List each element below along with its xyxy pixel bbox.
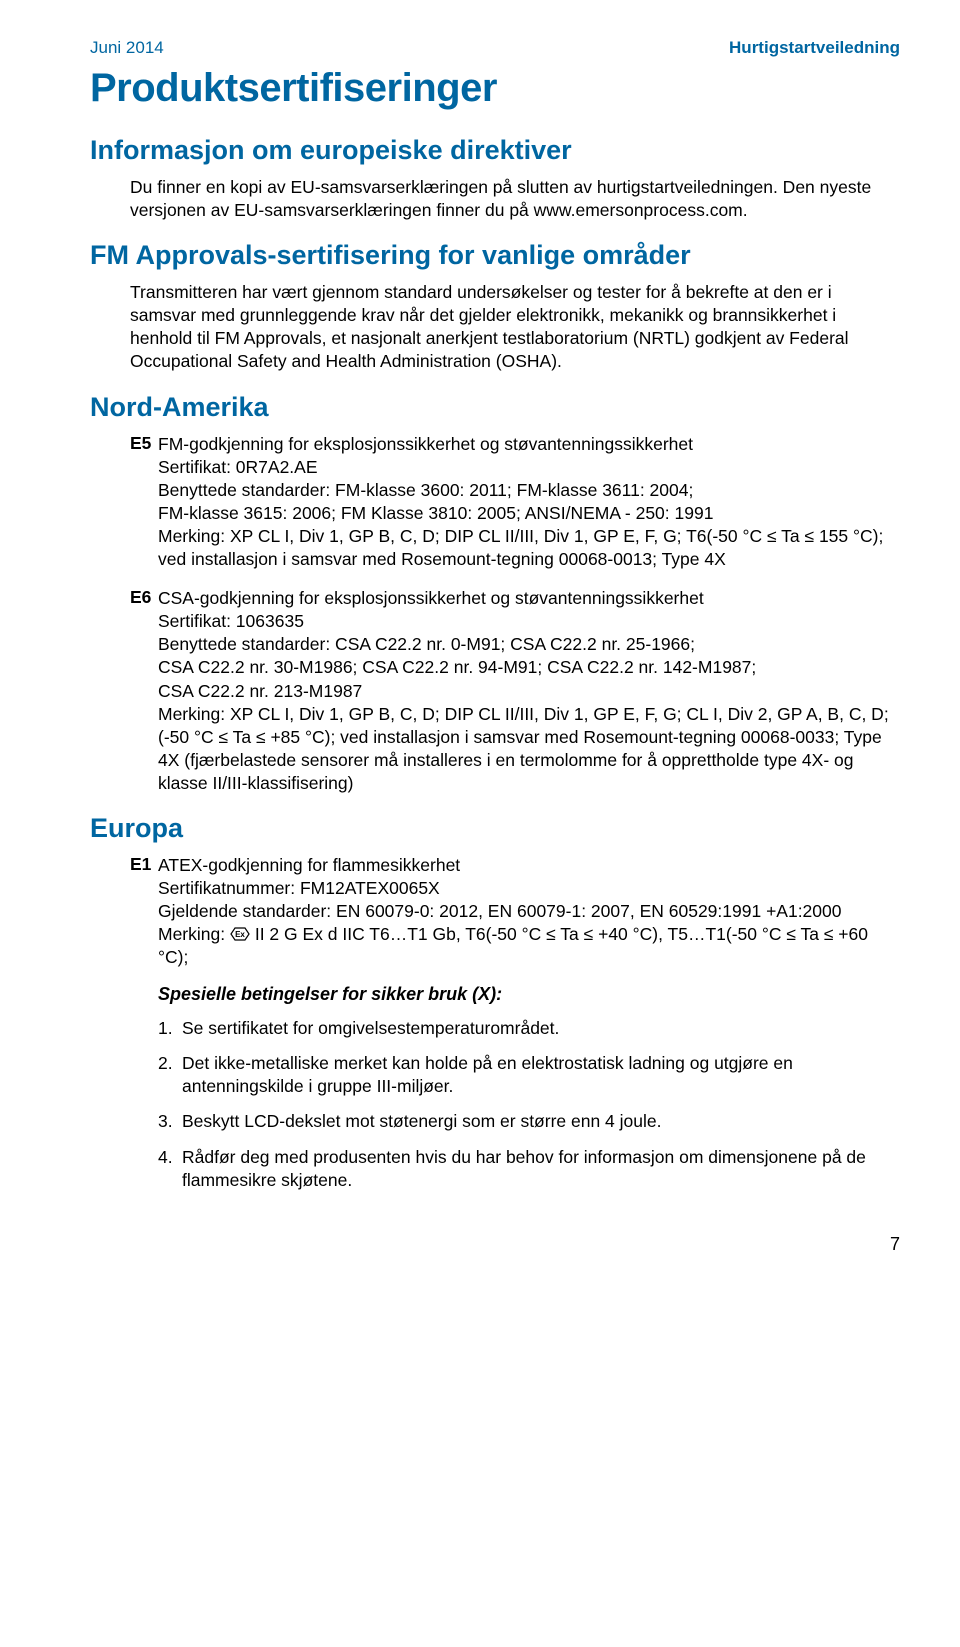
list-item: E1 ATEX-godkjenning for flammesikkerhet … [130, 854, 900, 1204]
item-number: 4. [158, 1146, 182, 1192]
item-text: Se sertifikatet for omgivelsestemperatur… [182, 1017, 559, 1040]
numbered-item: 3. Beskytt LCD-dekslet mot støtenergi so… [158, 1110, 900, 1133]
list-item-body: CSA-godkjenning for eksplosjonssikkerhet… [158, 587, 900, 795]
svg-text:Ex: Ex [235, 930, 245, 939]
item-text: Rådfør deg med produsenten hvis du har b… [182, 1146, 900, 1192]
section-info-body: Du finner en kopi av EU-samsvarserklærin… [130, 176, 900, 222]
section-fm-body: Transmitteren har vært gjennom standard … [130, 281, 900, 373]
list-item-body: FM-godkjenning for eksplosjonssikkerhet … [158, 433, 900, 572]
section-heading-eu: Europa [90, 813, 900, 844]
item-number: 1. [158, 1017, 182, 1040]
list-item-code: E5 [130, 433, 158, 572]
item-number: 2. [158, 1052, 182, 1098]
section-heading-na: Nord-Amerika [90, 392, 900, 423]
na-list: E5 FM-godkjenning for eksplosjonssikkerh… [130, 433, 900, 795]
list-item: E6 CSA-godkjenning for eksplosjonssikker… [130, 587, 900, 795]
numbered-item: 2. Det ikke-metalliske merket kan holde … [158, 1052, 900, 1098]
page-header: Juni 2014 Hurtigstartveiledning [90, 38, 900, 58]
numbered-list: 1. Se sertifikatet for omgivelsestempera… [158, 1017, 900, 1192]
numbered-item: 1. Se sertifikatet for omgivelsestempera… [158, 1017, 900, 1040]
header-doc-type: Hurtigstartveiledning [729, 38, 900, 58]
page-title: Produktsertifiseringer [90, 66, 900, 111]
header-date: Juni 2014 [90, 38, 164, 58]
item-text: Det ikke-metalliske merket kan holde på … [182, 1052, 900, 1098]
page-number: 7 [90, 1234, 900, 1255]
ex-hexagon-icon: Ex [230, 927, 250, 941]
section-heading-info: Informasjon om europeiske direktiver [90, 135, 900, 166]
numbered-item: 4. Rådfør deg med produsenten hvis du ha… [158, 1146, 900, 1192]
e1-text-post: II 2 G Ex d IIC T6…T1 Gb, T6(-50 °C ≤ Ta… [158, 924, 868, 967]
list-item: E5 FM-godkjenning for eksplosjonssikkerh… [130, 433, 900, 572]
list-item-code: E6 [130, 587, 158, 795]
item-number: 3. [158, 1110, 182, 1133]
e1-subheading: Spesielle betingelser for sikker bruk (X… [158, 983, 900, 1007]
section-heading-fm: FM Approvals-sertifisering for vanlige o… [90, 240, 900, 271]
eu-list: E1 ATEX-godkjenning for flammesikkerhet … [130, 854, 900, 1204]
item-text: Beskytt LCD-dekslet mot støtenergi som e… [182, 1110, 661, 1133]
list-item-body: ATEX-godkjenning for flammesikkerhet Ser… [158, 854, 900, 1204]
list-item-code: E1 [130, 854, 158, 1204]
